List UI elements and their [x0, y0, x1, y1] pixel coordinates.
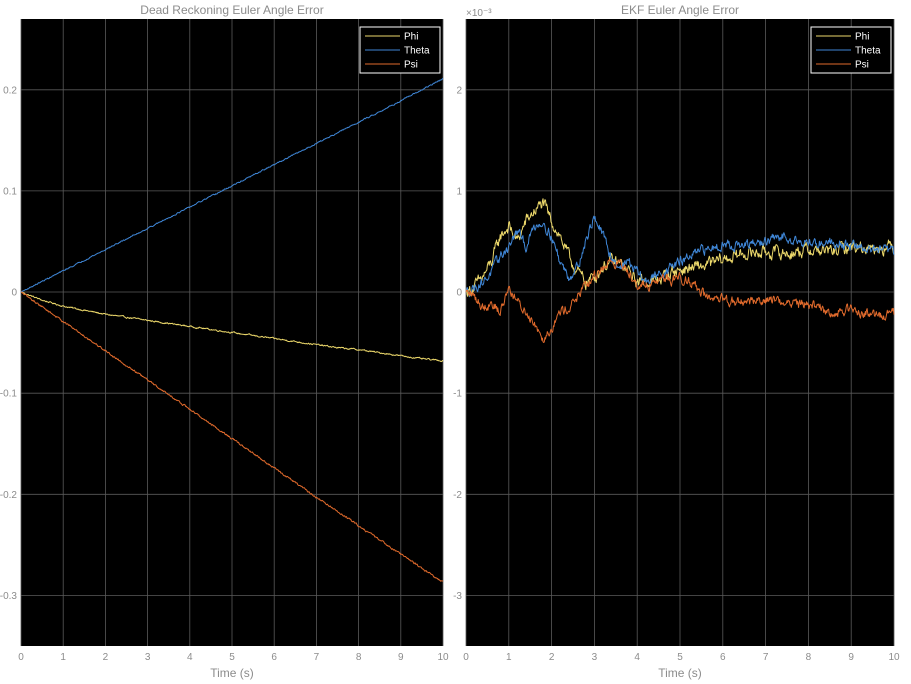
series-line-psi: [465, 258, 895, 343]
x-tick-label: 8: [356, 652, 362, 663]
series-lines: [20, 77, 444, 582]
x-tick-label: 7: [314, 652, 320, 663]
x-tick-label: 4: [187, 652, 193, 663]
y-tick-label: -0.2: [0, 490, 17, 501]
chart-title: Dead Reckoning Euler Angle Error: [140, 3, 323, 17]
chart-ekf: 0 1 2 3 4 5 6 7 8 9 10 -3 -2 -1 0 1 2 EKF Euler Angle E…: [453, 3, 900, 680]
x-tick-label: 6: [720, 652, 726, 663]
x-tick-label: 5: [229, 652, 235, 663]
grid: [465, 19, 895, 646]
x-tick-label: 2: [549, 652, 555, 663]
y-tick-label: 0.1: [3, 186, 17, 197]
x-tick-label: 5: [677, 652, 683, 663]
legend-entry: Phi: [404, 32, 418, 43]
legend: Phi Theta Psi: [359, 26, 441, 74]
y-tick-labels: -0.3 -0.2 -0.1 0 0.1 0.2: [0, 85, 17, 602]
legend-entry: Theta: [404, 46, 430, 57]
x-tick-label: 2: [103, 652, 109, 663]
x-tick-label: 10: [888, 652, 900, 663]
y-tick-label: 0: [11, 288, 17, 299]
x-tick-label: 0: [18, 652, 24, 663]
y-tick-label: -3: [453, 591, 462, 602]
series-lines: [465, 198, 895, 343]
x-tick-label: 10: [437, 652, 449, 663]
x-tick-labels: 0 1 2 3 4 5 6 7 8 9 10: [463, 652, 900, 663]
y-tick-label: 1: [456, 186, 462, 197]
y-exponent-label: ×10⁻³: [466, 8, 492, 19]
y-tick-label: -2: [453, 490, 462, 501]
x-tick-label: 9: [848, 652, 854, 663]
x-tick-label: 7: [763, 652, 769, 663]
series-line-theta: [20, 77, 444, 293]
series-line-theta: [465, 215, 895, 298]
series-line-psi: [20, 291, 444, 582]
legend-entry: Psi: [404, 60, 418, 71]
chart-title: EKF Euler Angle Error: [621, 3, 739, 17]
grid: [20, 19, 444, 646]
x-tick-label: 1: [506, 652, 512, 663]
series-line-phi: [465, 198, 895, 297]
y-tick-label: -0.1: [0, 389, 17, 400]
x-axis-label: Time (s): [658, 666, 702, 680]
series-line-phi: [21, 291, 444, 363]
legend-entry: Phi: [855, 32, 869, 43]
y-tick-label: 0: [456, 288, 462, 299]
y-tick-label: 2: [456, 85, 462, 96]
y-tick-label: 0.2: [3, 85, 17, 96]
legend: Phi Theta Psi: [810, 26, 892, 74]
x-tick-labels: 0 1 2 3 4 5 6 7 8 9 10: [18, 652, 449, 663]
y-tick-labels: -3 -2 -1 0 1 2: [453, 85, 462, 602]
x-axis-label: Time (s): [210, 666, 254, 680]
x-tick-label: 4: [634, 652, 640, 663]
x-tick-label: 6: [271, 652, 277, 663]
legend-entry: Theta: [855, 46, 881, 57]
x-tick-label: 8: [806, 652, 812, 663]
y-tick-label: -0.3: [0, 591, 17, 602]
x-tick-label: 3: [592, 652, 598, 663]
x-tick-label: 3: [145, 652, 151, 663]
x-tick-label: 9: [398, 652, 404, 663]
legend-entry: Psi: [855, 60, 869, 71]
chart-dead-reckoning: 0 1 2 3 4 5 6 7 8 9 10 -0.3 -0.2 -0.1 0 0.1 0.2 Dead Re…: [0, 3, 449, 680]
y-tick-label: -1: [453, 389, 462, 400]
x-tick-label: 0: [463, 652, 469, 663]
x-tick-label: 1: [60, 652, 66, 663]
